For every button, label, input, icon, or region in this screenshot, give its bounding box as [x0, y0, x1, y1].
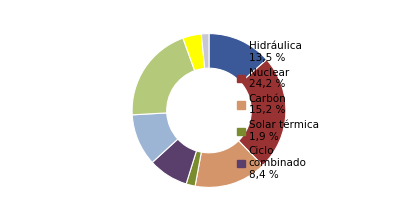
Wedge shape	[132, 38, 195, 115]
Wedge shape	[132, 113, 178, 162]
Wedge shape	[239, 60, 286, 166]
Wedge shape	[201, 34, 209, 69]
Wedge shape	[152, 139, 196, 184]
Wedge shape	[183, 34, 205, 71]
Wedge shape	[209, 34, 267, 82]
Wedge shape	[186, 151, 201, 186]
Wedge shape	[195, 141, 263, 187]
